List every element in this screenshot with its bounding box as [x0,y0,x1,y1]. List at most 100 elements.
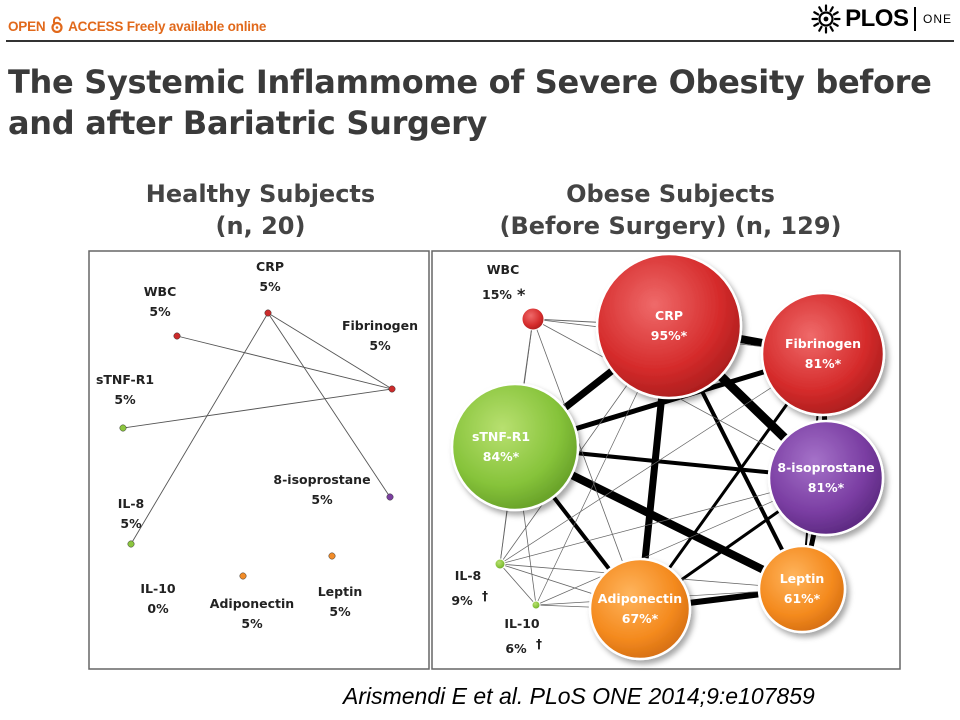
obese-edge-il-8-il-10 [499,563,537,606]
healthy-node-value: 5% [259,279,281,294]
healthy-node-dot [328,552,336,560]
obese-node-wbc: WBC 15% * [482,262,545,331]
healthy-node-8-isoprostane: 8-isoprostane 5% [273,472,394,507]
open-access-banner: OPEN ACCESS Freely available online [8,16,266,34]
obese-node-name: sTNF-R1 [472,429,530,444]
healthy-node-name: sTNF-R1 [96,372,154,387]
healthy-node-name: Fibrinogen [342,318,418,333]
obese-node-name: Fibrinogen [785,336,861,351]
healthy-node-dot [127,540,135,548]
obese-node-stnf-r1: sTNF-R1 84%* [450,382,580,512]
healthy-node-value: 0% [147,601,169,616]
healthy-node-il-8: IL-8 5% [118,496,145,548]
obese-node-significance-mark: * [517,285,526,304]
healthy-node-dot [173,332,181,340]
obese-node-crp: CRP 95%* [595,252,743,400]
obese-node-name: Leptin [780,571,825,586]
healthy-node-name: IL-8 [118,496,145,511]
healthy-node-leptin: Leptin 5% [318,552,363,619]
healthy-node-value: 5% [369,338,391,353]
obese-title-line1: Obese Subjects [566,180,775,208]
logo-separator [914,7,916,31]
obese-node-value: 9% [451,593,473,608]
healthy-node-value: 5% [311,492,333,507]
obese-network-nodes: WBC 15% * CRP 95%* Fibrinogen 81%* sTNF-R1 84%* 8… [450,252,886,661]
journal-header: OPEN ACCESS Freely available online PLOS… [0,0,960,44]
healthy-title-line1: Healthy Subjects [145,180,376,208]
healthy-node-name: CRP [256,259,284,274]
obese-node-il-8: IL-8 9% † [451,558,506,608]
healthy-node-value: 5% [241,616,263,631]
obese-title-line2: (Before Surgery) (n, 129) [499,212,842,240]
healthy-node-adiponectin: Adiponectin 5% [210,572,294,631]
healthy-node-name: 8-isoprostane [273,472,370,487]
obese-node-leptin: Leptin 61%* [757,544,847,634]
healthy-node-fibrinogen: Fibrinogen 5% [342,318,418,393]
healthy-node-value: 5% [149,304,171,319]
obese-node-fibrinogen: Fibrinogen 81%* [760,291,886,417]
healthy-node-dot [264,309,272,317]
healthy-node-wbc: WBC 5% [144,284,181,340]
healthy-node-dot [386,493,394,501]
healthy-network-nodes: WBC5%CRP5%Fibrinogen5%sTNF-R15%8-isopros… [96,259,418,631]
article-title: The Systemic Inflammome of Severe Obesit… [8,63,932,142]
healthy-title-line2: (n, 20) [215,212,306,240]
obese-node-name: WBC [487,262,520,277]
obese-node-circle [595,252,743,400]
obese-node-value: 15% [482,287,512,302]
obese-node-adiponectin: Adiponectin 67%* [588,557,692,661]
plos-one-logo: PLOS ONE [811,4,952,34]
open-lock-icon [51,16,63,33]
open-access-prefix: OPEN [8,19,46,34]
obese-node-name: 8-isoprostane [777,460,874,475]
healthy-node-crp: CRP 5% [256,259,284,317]
healthy-edge-stnf-r1-fibrinogen [122,388,393,429]
obese-node-circle [757,544,847,634]
obese-node-value: 61%* [784,591,821,606]
obese-node-name: IL-10 [504,616,540,631]
obese-node-8-isoprostane: 8-isoprostane 81%* [767,419,885,537]
healthy-node-dot [119,424,127,432]
healthy-edge-wbc-fibrinogen [176,335,393,390]
healthy-panel-title: Healthy Subjects (n, 20) [88,178,433,242]
obese-node-circle [760,291,886,417]
citation: Arismendi E et al. PLoS ONE 2014;9:e1078… [343,683,815,709]
healthy-node-name: IL-10 [140,581,176,596]
obese-node-circle [450,382,580,512]
obese-node-circle [588,557,692,661]
obese-node-value: 95%* [651,328,688,343]
obese-node-name: IL-8 [455,568,482,583]
obese-node-significance-mark: † [482,589,488,603]
healthy-node-stnf-r1: sTNF-R1 5% [96,372,154,432]
plos-wordmark: PLOS [845,5,909,32]
healthy-edge-crp-8-isoprostane [267,312,391,498]
obese-node-circle [531,600,541,610]
healthy-node-name: Leptin [318,584,363,599]
healthy-node-il-10: IL-10 0% [140,581,176,616]
healthy-node-value: 5% [120,516,142,531]
healthy-node-value: 5% [329,604,351,619]
healthy-edge-crp-fibrinogen [267,312,393,390]
healthy-network-edges [122,312,393,545]
obese-node-value: 84%* [483,449,520,464]
obese-edge-wbc-adiponectin [532,318,641,610]
obese-node-value: 6% [505,641,527,656]
healthy-node-name: WBC [144,284,177,299]
obese-edge-il-8-fibrinogen [499,353,824,565]
obese-node-circle [521,307,545,331]
healthy-edge-crp-il-8 [130,312,269,545]
healthy-panel-frame [88,250,430,670]
obese-panel-title: Obese Subjects (Before Surgery) (n, 129) [433,178,908,242]
journal-name: ONE [922,12,952,26]
obese-node-name: Adiponectin [598,591,682,606]
header-rule [6,40,954,42]
obese-node-circle [494,558,506,570]
obese-node-value: 67%* [622,611,659,626]
obese-node-il-10: IL-10 6% † [504,600,542,656]
plos-sunburst-icon [811,4,841,34]
obese-node-value: 81%* [805,356,842,371]
obese-node-circle [767,419,885,537]
healthy-node-value: 5% [114,392,136,407]
open-access-suffix: ACCESS Freely available online [68,19,267,34]
